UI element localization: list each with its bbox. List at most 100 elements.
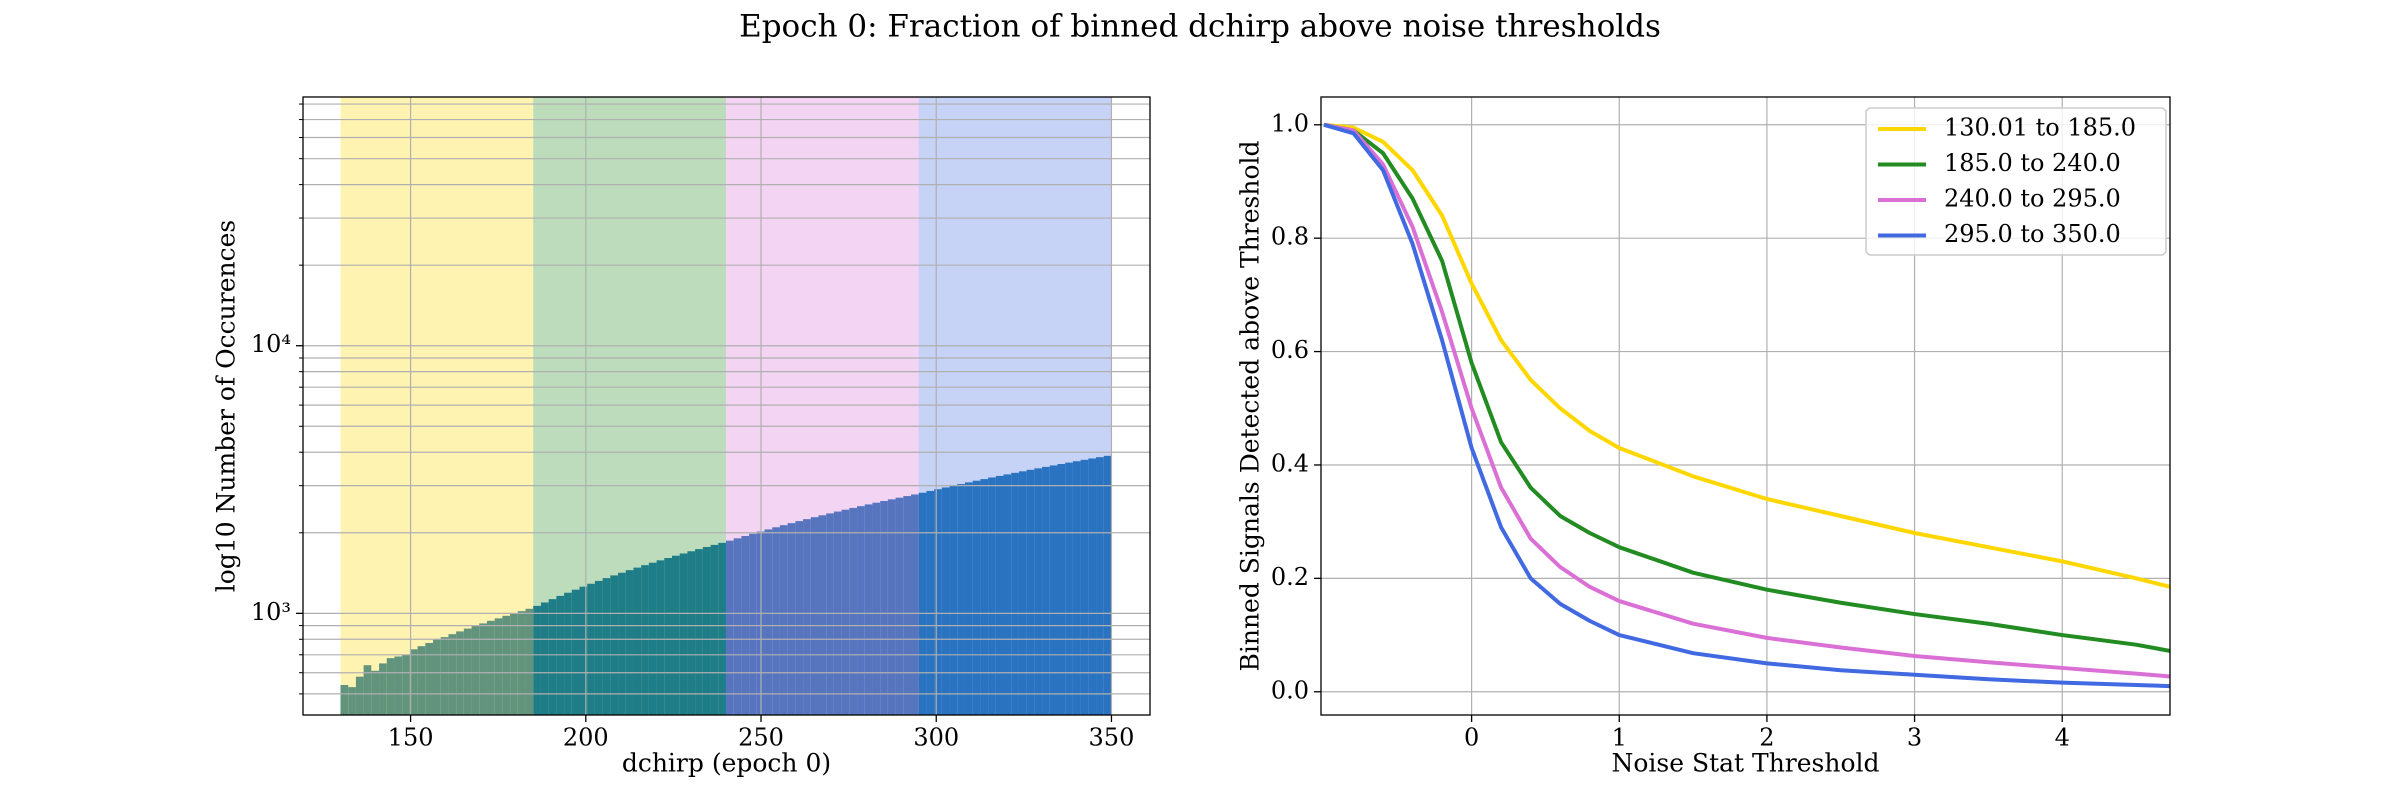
plot-line: 130.01 to 185.0 185.0 to 240.0 240.0 to 29…: [1236, 96, 2171, 778]
bar: [818, 515, 827, 715]
x-axis-label: dchirp (epoch 0): [622, 749, 831, 778]
x-tick-label: 3: [1907, 724, 1922, 752]
bar: [887, 499, 896, 715]
bar: [540, 602, 549, 715]
bar: [1080, 459, 1089, 715]
bar: [664, 557, 673, 715]
legend-label: 295.0 to 350.0: [1944, 220, 2121, 248]
bar: [579, 586, 588, 715]
bar: [510, 613, 518, 715]
bar: [548, 599, 557, 715]
bar: [810, 517, 819, 715]
bar: [695, 549, 703, 715]
bar: [1034, 468, 1043, 715]
span: [725, 97, 919, 715]
bar: [1011, 472, 1019, 715]
line-series: [1323, 122, 2170, 679]
x-tick-label: 2: [1759, 724, 1774, 752]
bar: [934, 489, 942, 715]
bar: [1026, 469, 1035, 715]
bar: [725, 540, 734, 715]
x-tick-label: 250: [738, 724, 784, 752]
bar: [409, 649, 418, 715]
bar: [702, 546, 711, 715]
bar: [895, 497, 904, 715]
bar: [1088, 458, 1097, 715]
y-tick-label: 10⁴: [251, 330, 291, 358]
bar: [425, 642, 434, 715]
bar: [926, 490, 935, 715]
bar: [625, 570, 634, 715]
bar: [787, 523, 796, 715]
y-tick-label: 0.0: [1271, 676, 1309, 704]
bar: [363, 665, 372, 715]
bar: [394, 656, 403, 715]
bar: [571, 589, 580, 715]
bar: [857, 506, 865, 715]
bar: [1065, 462, 1073, 715]
bar: [733, 538, 742, 715]
bar: [826, 513, 834, 715]
bar: [355, 676, 364, 715]
bar: [1003, 474, 1012, 715]
bar: [972, 480, 981, 715]
bar: [348, 687, 356, 715]
bar: [1042, 466, 1050, 715]
bar: [841, 509, 850, 715]
legend-label: 130.01 to 185.0: [1944, 114, 2136, 142]
bar: [864, 504, 873, 715]
bar: [433, 639, 441, 715]
bar: [340, 684, 349, 715]
line-series: [1323, 122, 2170, 653]
bar: [988, 477, 996, 715]
bar: [594, 580, 603, 715]
bar: [779, 525, 788, 715]
bar: [448, 634, 457, 715]
bar: [980, 479, 989, 715]
x-tick-label: 300: [913, 724, 959, 752]
bar: [1072, 461, 1081, 715]
bar: [602, 578, 611, 715]
bar: [1049, 465, 1058, 715]
bar: [772, 527, 780, 715]
bar: [849, 507, 858, 715]
bar: [417, 646, 426, 715]
bar: [386, 658, 395, 715]
span: [340, 97, 534, 715]
bar: [533, 605, 541, 715]
bar: [517, 611, 526, 715]
bar: [494, 618, 503, 715]
plot-area: [303, 97, 1150, 715]
bar: [687, 551, 696, 715]
bar: [587, 583, 595, 715]
y-tick-label: 0.6: [1271, 336, 1309, 364]
bar: [486, 620, 495, 715]
bar: [749, 533, 757, 715]
y-tick-label: 0.8: [1271, 223, 1309, 251]
x-tick-label: 200: [563, 724, 609, 752]
x-tick-label: 150: [388, 724, 434, 752]
x-tick-label: 350: [1089, 724, 1135, 752]
legend-label: 185.0 to 240.0: [1944, 149, 2121, 177]
bar: [903, 496, 912, 715]
y-tick-label: 10³: [251, 598, 291, 626]
plot-histogram: 150 200 250 300 350 10³ 10⁴ dchirp (epoch 0) log…: [212, 96, 1151, 778]
bar: [872, 502, 881, 715]
bar: [679, 553, 688, 715]
bar: [610, 575, 619, 715]
figure-title: Epoch 0: Fraction of binned dchirp above…: [739, 9, 1661, 45]
bar: [633, 567, 642, 715]
x-tick-label: 1: [1612, 724, 1627, 752]
line-series: [1323, 122, 2170, 589]
bar: [402, 654, 410, 715]
bar: [556, 595, 565, 715]
bar: [1096, 457, 1104, 715]
bar: [1057, 464, 1066, 715]
bar: [471, 625, 480, 715]
plot-area: [1321, 97, 2170, 715]
y-tick-label: 0.4: [1271, 449, 1309, 477]
span: [918, 97, 1112, 715]
bar: [795, 521, 804, 715]
bar: [880, 501, 888, 715]
